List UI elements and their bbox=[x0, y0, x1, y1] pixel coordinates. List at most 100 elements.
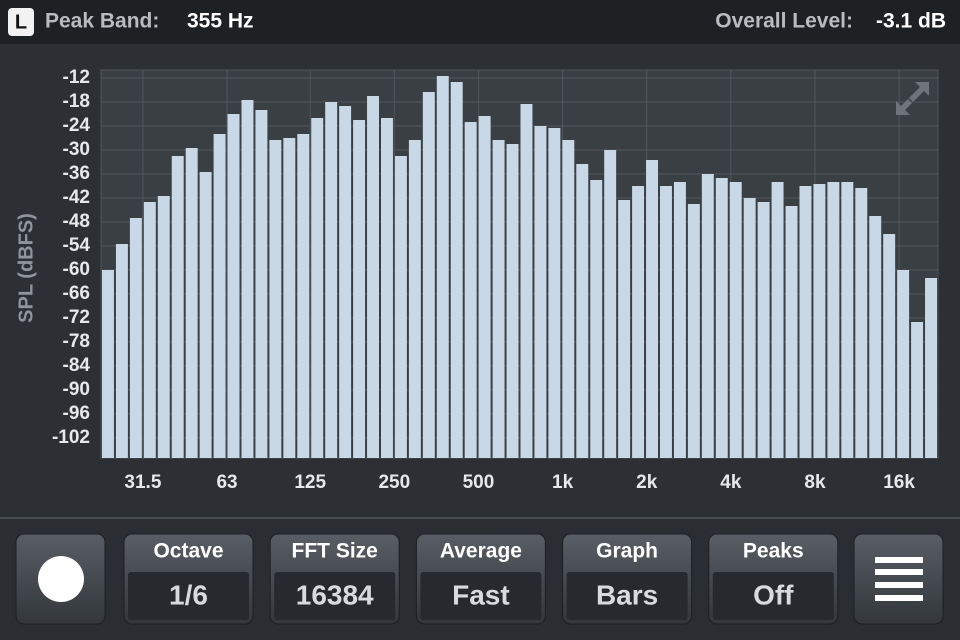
controls: Octave 1/6 FFT Size 16384 Average Fast Graph Ba… bbox=[123, 533, 839, 625]
bar bbox=[590, 180, 603, 458]
bar bbox=[478, 116, 491, 458]
bar bbox=[297, 134, 310, 458]
value-box bbox=[566, 572, 688, 620]
bar bbox=[897, 270, 910, 458]
bar bbox=[143, 202, 156, 458]
expand-icon[interactable] bbox=[896, 82, 929, 115]
x-tick-label: 2k bbox=[636, 472, 658, 493]
bar bbox=[115, 244, 128, 458]
y-tick-label: -78 bbox=[63, 331, 90, 352]
bar bbox=[325, 102, 338, 458]
plot bbox=[101, 70, 938, 458]
bar bbox=[255, 110, 268, 458]
y-tick-label: -54 bbox=[63, 235, 91, 256]
bar bbox=[339, 106, 352, 458]
level-label: Overall Level: bbox=[715, 10, 853, 33]
y-tick-label: -66 bbox=[63, 283, 90, 304]
bar bbox=[102, 270, 114, 458]
level-value: -3.1 dB bbox=[876, 10, 946, 33]
bar bbox=[911, 322, 924, 458]
y-tick-label: -84 bbox=[63, 355, 91, 376]
control-value: 16384 bbox=[296, 579, 374, 610]
bar bbox=[241, 100, 254, 458]
bar bbox=[827, 182, 840, 458]
y-tick-label: -96 bbox=[63, 403, 90, 424]
bar bbox=[269, 140, 282, 458]
bar bbox=[855, 188, 868, 458]
x-tick-label: 125 bbox=[294, 472, 326, 493]
bar bbox=[422, 92, 435, 458]
bar bbox=[743, 198, 756, 458]
bar bbox=[604, 150, 617, 458]
bar bbox=[353, 120, 366, 458]
bar bbox=[450, 82, 463, 458]
value-box bbox=[712, 572, 834, 620]
bar bbox=[869, 216, 882, 458]
bar bbox=[534, 126, 547, 458]
x-tick-label: 8k bbox=[804, 472, 826, 493]
top-bar bbox=[0, 0, 960, 44]
control-label: Octave bbox=[153, 540, 223, 563]
control-value: Off bbox=[753, 579, 794, 610]
x-tick-label: 4k bbox=[720, 472, 742, 493]
channel: L bbox=[15, 11, 27, 33]
menu-button[interactable] bbox=[853, 533, 944, 625]
plot-area bbox=[100, 69, 939, 459]
bar bbox=[408, 140, 421, 458]
bar bbox=[576, 164, 589, 458]
bar bbox=[199, 172, 212, 458]
bar bbox=[925, 278, 937, 458]
bar bbox=[813, 184, 826, 458]
control-label: Graph bbox=[596, 540, 658, 563]
y-axis-label: SPL (dBFS) bbox=[15, 213, 37, 323]
y-tick-label: -42 bbox=[63, 187, 90, 208]
bar bbox=[157, 196, 170, 458]
y-tick-label: -24 bbox=[63, 115, 91, 136]
bar bbox=[660, 186, 672, 458]
bar bbox=[646, 160, 658, 458]
bar bbox=[562, 140, 575, 458]
control-value: Fast bbox=[452, 579, 510, 610]
y-tick-label: -12 bbox=[63, 67, 90, 88]
bar bbox=[283, 138, 296, 458]
control-value: 1/6 bbox=[169, 579, 208, 610]
control-label: Average bbox=[440, 540, 522, 563]
control-value: Bars bbox=[596, 579, 658, 610]
y-tick-label: -18 bbox=[63, 91, 90, 112]
value-box bbox=[420, 572, 542, 620]
bar bbox=[185, 148, 198, 458]
control-label: Peaks bbox=[743, 540, 804, 563]
bar bbox=[436, 76, 449, 458]
bar bbox=[701, 174, 714, 458]
x-tick-label: 16k bbox=[883, 472, 915, 493]
bar bbox=[883, 234, 896, 458]
bar bbox=[785, 206, 798, 458]
bar bbox=[129, 218, 142, 458]
x-tick-label: 1k bbox=[552, 472, 574, 493]
bar bbox=[213, 134, 226, 458]
channel-badge[interactable] bbox=[8, 8, 34, 36]
menu-icon bbox=[875, 557, 923, 601]
bar bbox=[227, 114, 240, 458]
bar bbox=[464, 122, 477, 458]
bar bbox=[520, 104, 533, 458]
bar bbox=[729, 182, 742, 458]
bar bbox=[492, 140, 505, 458]
bar bbox=[757, 202, 770, 458]
bar bbox=[311, 118, 324, 458]
y-tick-label: -72 bbox=[63, 307, 90, 328]
bar bbox=[632, 186, 645, 458]
x-tick-label: 63 bbox=[216, 472, 237, 493]
bar bbox=[715, 178, 728, 458]
bar bbox=[687, 204, 700, 458]
y-tick-label: -90 bbox=[63, 379, 90, 400]
x-tick-label: 250 bbox=[378, 472, 410, 493]
x-tick-label: 500 bbox=[463, 472, 495, 493]
y-tick-label: -48 bbox=[63, 211, 90, 232]
x-tick-label: 31.5 bbox=[124, 472, 161, 493]
bar bbox=[771, 182, 784, 458]
value-box bbox=[128, 572, 249, 620]
bar bbox=[673, 182, 686, 458]
